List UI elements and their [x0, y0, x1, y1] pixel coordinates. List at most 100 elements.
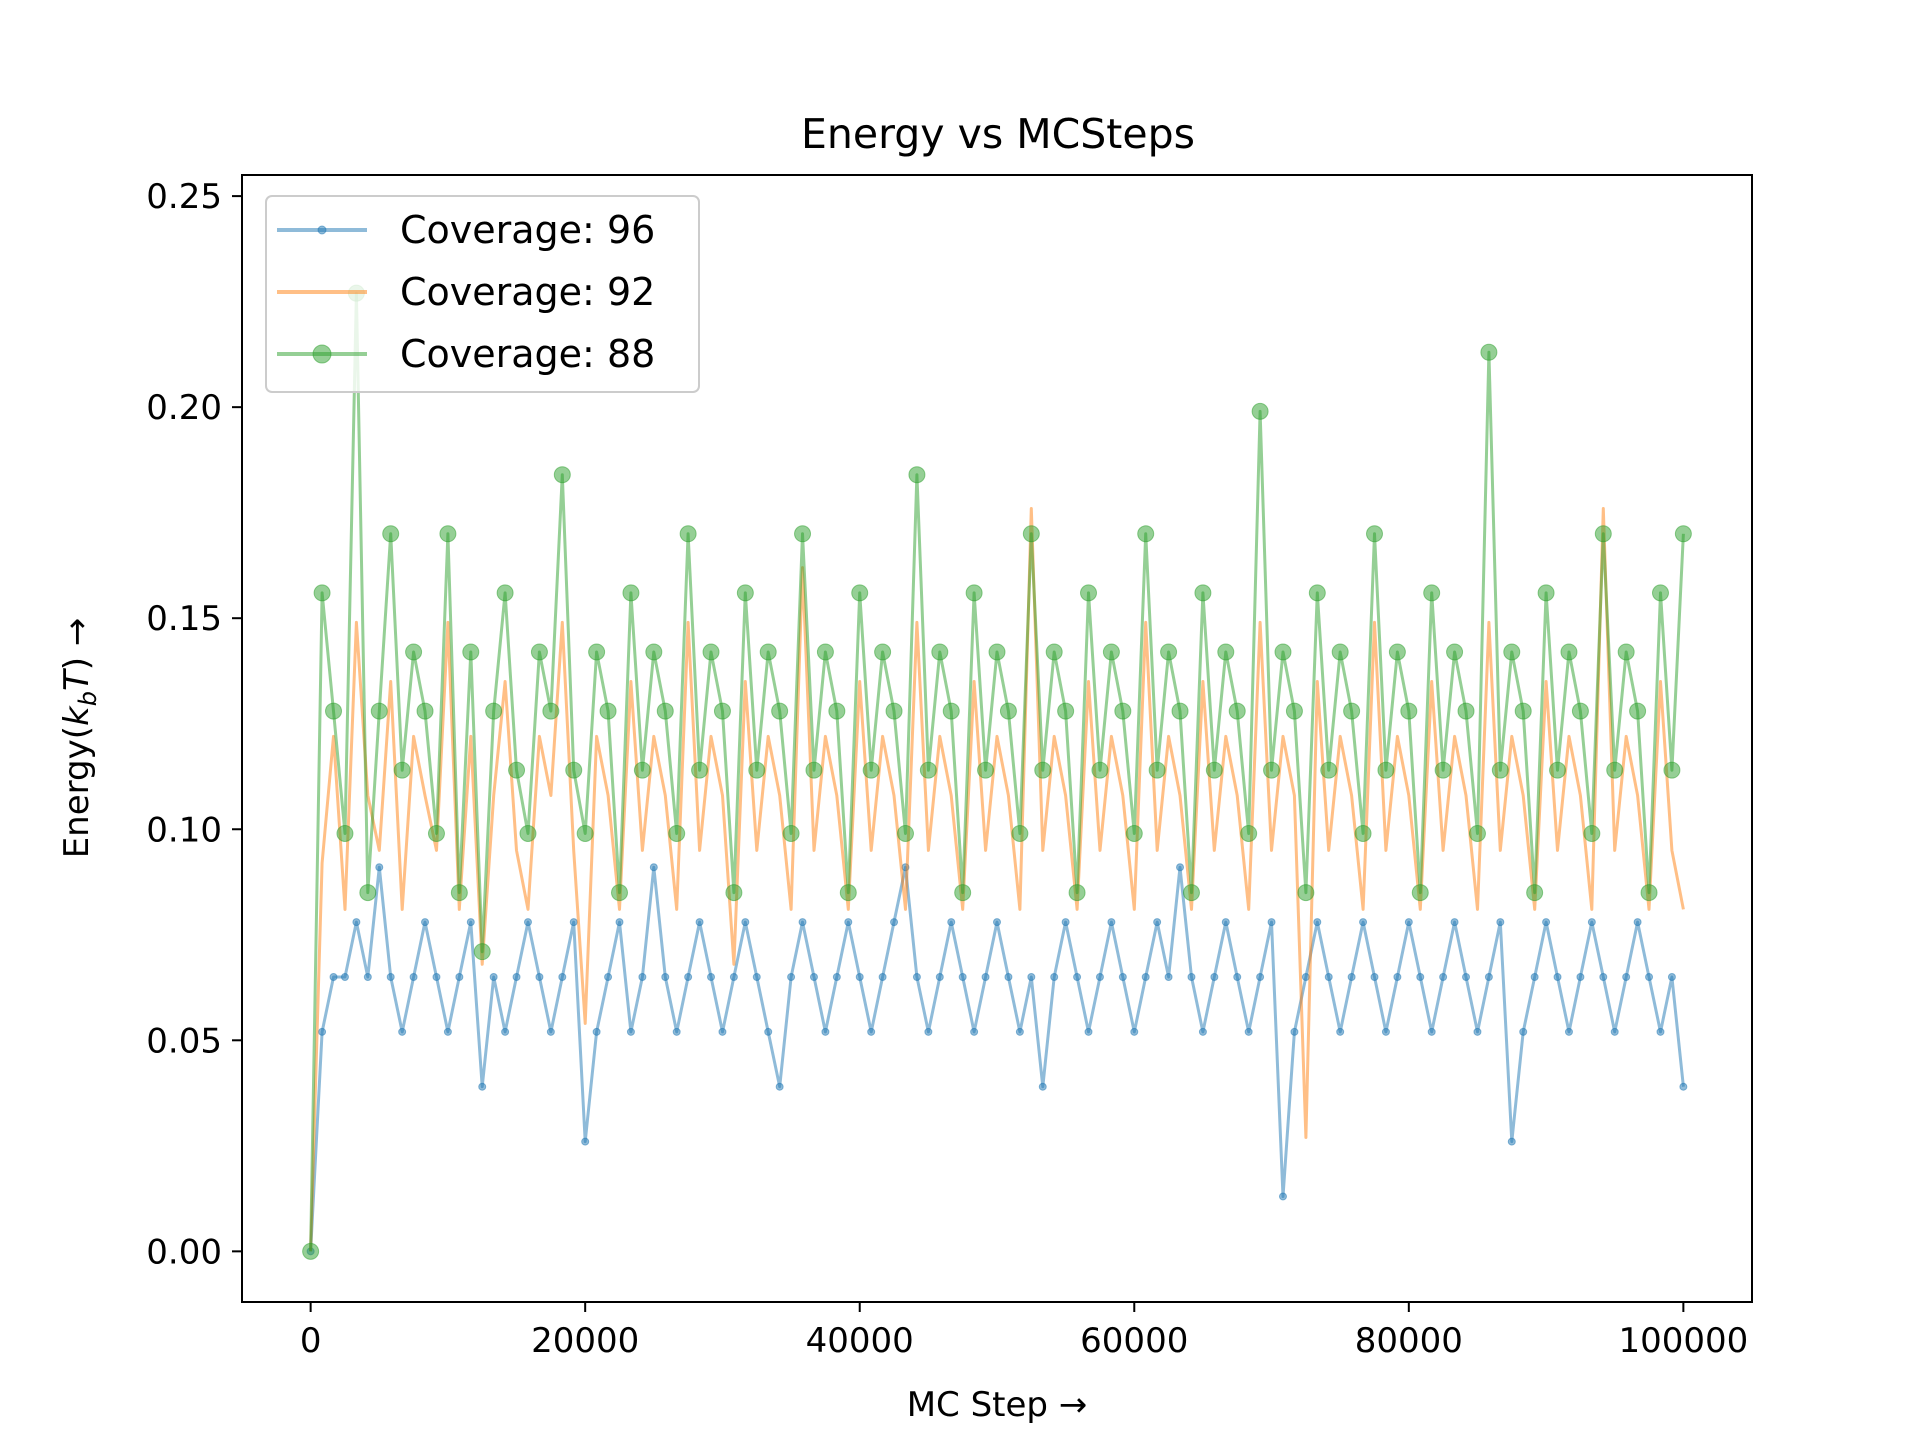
- data-point: [718, 1027, 727, 1036]
- data-point: [1537, 584, 1555, 602]
- data-point: [1347, 972, 1356, 981]
- data-point: [661, 972, 670, 981]
- data-point: [336, 824, 354, 842]
- data-point: [672, 1027, 681, 1036]
- data-point: [707, 972, 716, 981]
- data-point: [398, 1027, 407, 1036]
- data-point: [1564, 1027, 1573, 1036]
- data-point: [588, 643, 606, 661]
- data-point: [1320, 761, 1338, 779]
- data-point: [935, 972, 944, 981]
- data-point: [508, 761, 526, 779]
- data-point: [713, 702, 731, 720]
- data-point: [512, 972, 521, 981]
- data-point: [1484, 972, 1493, 981]
- data-point: [1102, 643, 1120, 661]
- data-point: [393, 761, 411, 779]
- data-point: [970, 1027, 979, 1036]
- y-tick-label: 0.10: [146, 810, 222, 850]
- data-point: [1576, 972, 1585, 981]
- data-point: [1583, 824, 1601, 842]
- data-point: [1439, 972, 1448, 981]
- data-point: [604, 972, 613, 981]
- data-point: [851, 584, 869, 602]
- data-point: [809, 972, 818, 981]
- data-point: [954, 884, 972, 902]
- data-point: [1084, 1027, 1093, 1036]
- data-point: [1313, 918, 1322, 927]
- data-point: [1210, 972, 1219, 981]
- data-point: [466, 918, 475, 927]
- data-point: [1359, 918, 1368, 927]
- data-point: [1061, 918, 1070, 927]
- y-tick-label: 0.20: [146, 388, 222, 428]
- data-point: [462, 643, 480, 661]
- data-point: [1095, 972, 1104, 981]
- data-point: [1034, 761, 1052, 779]
- data-point: [1354, 824, 1372, 842]
- data-point: [569, 918, 578, 927]
- data-point: [359, 884, 377, 902]
- data-point: [1645, 972, 1654, 981]
- data-point: [1370, 972, 1379, 981]
- data-point: [1198, 1027, 1207, 1036]
- data-point: [1526, 884, 1544, 902]
- data-point: [1027, 972, 1036, 981]
- data-point: [759, 643, 777, 661]
- data-point: [958, 972, 967, 981]
- data-point: [1622, 972, 1631, 981]
- x-tick-label: 80000: [1355, 1321, 1463, 1361]
- y-label-subscript: b: [74, 691, 102, 706]
- y-tick-label: 0.25: [146, 177, 222, 217]
- data-point: [890, 918, 899, 927]
- data-point: [736, 584, 754, 602]
- data-point: [443, 1027, 452, 1036]
- y-tick-label: 0.15: [146, 599, 222, 639]
- data-point: [1663, 761, 1681, 779]
- x-tick-label: 0: [300, 1321, 322, 1361]
- data-point: [1114, 702, 1132, 720]
- data-point: [748, 761, 766, 779]
- data-point: [679, 525, 697, 543]
- data-point: [1308, 584, 1326, 602]
- data-point: [519, 824, 537, 842]
- data-point: [340, 972, 349, 981]
- y-label-T: T: [57, 668, 97, 691]
- data-point: [427, 824, 445, 842]
- data-point: [844, 918, 853, 927]
- data-point: [1274, 643, 1292, 661]
- data-point: [633, 761, 651, 779]
- legend-label: Coverage: 88: [400, 332, 655, 376]
- data-point: [432, 972, 441, 981]
- data-point: [1045, 643, 1063, 661]
- data-point: [695, 918, 704, 927]
- data-point: [1160, 643, 1178, 661]
- data-point: [352, 918, 361, 927]
- data-point: [1507, 1137, 1516, 1146]
- data-point: [771, 702, 789, 720]
- data-point: [981, 972, 990, 981]
- data-point: [684, 972, 693, 981]
- data-point: [1560, 643, 1578, 661]
- data-point: [993, 918, 1001, 927]
- data-point: [1004, 972, 1013, 981]
- data-point: [1057, 702, 1075, 720]
- data-point: [1366, 525, 1383, 543]
- data-point: [1633, 918, 1642, 927]
- data-point: [867, 1027, 876, 1036]
- data-point: [741, 918, 750, 927]
- y-axis: 0.00 0.05 0.10 0.15 0.20 0.25: [146, 177, 242, 1272]
- data-point: [523, 918, 532, 927]
- data-point: [1606, 761, 1624, 779]
- data-point: [878, 972, 887, 981]
- data-point: [988, 643, 1006, 661]
- data-point: [1667, 972, 1676, 981]
- data-point: [455, 972, 464, 981]
- data-point: [615, 918, 624, 927]
- y-label-k: k: [57, 705, 97, 726]
- data-point: [1141, 972, 1150, 981]
- data-point: [775, 1082, 784, 1091]
- legend: Coverage: 96 Coverage: 92 Coverage: 88: [265, 195, 700, 393]
- data-point: [1148, 761, 1166, 779]
- data-point: [1446, 643, 1464, 661]
